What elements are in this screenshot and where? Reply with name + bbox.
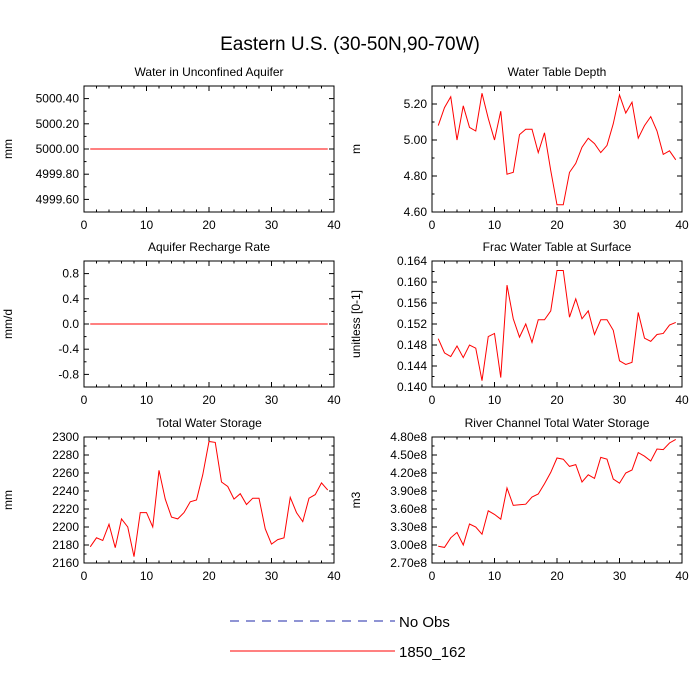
- x-tick-label: 20: [550, 393, 564, 407]
- x-tick-label: 0: [429, 218, 436, 232]
- x-tick-label: 20: [202, 569, 216, 583]
- x-tick-label: 40: [675, 393, 689, 407]
- x-tick-label: 10: [488, 393, 502, 407]
- y-tick-label: 4.50e8: [390, 448, 427, 462]
- y-tick-label: 2.70e8: [390, 556, 427, 570]
- x-tick-label: 0: [81, 218, 88, 232]
- chart-panel-3: Aquifer Recharge Rate 0 10 20 30 40 -0.8 -0.4 0.…: [1, 240, 341, 407]
- x-tick-label: 10: [488, 218, 502, 232]
- y-tick-label: 2280: [52, 448, 79, 462]
- x-tick-label: 20: [202, 393, 216, 407]
- y-tick-label: 3.30e8: [390, 520, 427, 534]
- legend-label-0: No Obs: [399, 614, 450, 631]
- y-tick-label: 5.20: [404, 97, 428, 111]
- x-tick-label: 30: [265, 569, 279, 583]
- panel-title: Frac Water Table at Surface: [483, 240, 632, 254]
- y-tick-label: -0.8: [58, 367, 79, 381]
- y-tick-label: 0.140: [397, 380, 427, 394]
- x-tick-label: 10: [140, 218, 154, 232]
- y-tick-label: 0.4: [62, 292, 79, 306]
- y-tick-label: 2240: [52, 484, 79, 498]
- x-tick-label: 0: [429, 393, 436, 407]
- y-tick-label: -0.4: [58, 342, 79, 356]
- x-tick-label: 40: [327, 569, 341, 583]
- y-tick-label: 2200: [52, 520, 79, 534]
- legend: No Obs 1850_162: [230, 614, 466, 661]
- x-tick-label: 30: [613, 569, 627, 583]
- y-tick-label: 2260: [52, 466, 79, 480]
- series-line-1850_162: [437, 269, 676, 381]
- series-line-1850_162: [89, 440, 329, 557]
- x-tick-label: 20: [550, 218, 564, 232]
- x-tick-label: 40: [675, 218, 689, 232]
- x-tick-label: 10: [140, 393, 154, 407]
- y-tick-label: 4.20e8: [390, 466, 427, 480]
- y-axis-label: m3: [349, 491, 363, 508]
- x-tick-label: 10: [488, 569, 502, 583]
- y-tick-label: 0.152: [397, 317, 427, 331]
- y-tick-label: 5000.20: [36, 117, 80, 131]
- plot-frame: [431, 85, 683, 213]
- x-tick-label: 40: [327, 218, 341, 232]
- chart-panel-4: Frac Water Table at Surface 0 10 20 30 40 0.14…: [349, 240, 689, 407]
- y-axis-label: mm/d: [1, 309, 15, 339]
- y-axis-label: mm: [1, 490, 15, 510]
- chart-panel-6: River Channel Total Water Storage 0 10 20 30…: [349, 416, 689, 583]
- y-tick-label: 4.60: [404, 205, 428, 219]
- y-tick-label: 3.90e8: [390, 484, 427, 498]
- x-tick-label: 20: [202, 218, 216, 232]
- y-tick-label: 2300: [52, 430, 79, 444]
- y-tick-label: 3.00e8: [390, 538, 427, 552]
- y-tick-label: 4.80: [404, 169, 428, 183]
- y-tick-label: 5000.00: [36, 142, 80, 156]
- y-tick-label: 2220: [52, 502, 79, 516]
- y-tick-label: 0.148: [397, 338, 427, 352]
- y-tick-label: 0.164: [397, 254, 427, 268]
- y-tick-label: 0.8: [62, 267, 79, 281]
- chart-panel-5: Total Water Storage 0 10 20 30 40 2160 2180 2200…: [1, 416, 341, 583]
- y-tick-label: 3.60e8: [390, 502, 427, 516]
- plot-frame: [431, 260, 683, 388]
- panel-title: Water in Unconfined Aquifer: [135, 65, 284, 79]
- figure-title: Eastern U.S. (30-50N,90-70W): [220, 34, 480, 55]
- chart-panel-2: Water Table Depth 0 10 20 30 40 4.60 4.80 5.00 5.…: [349, 65, 689, 232]
- plot-frame: [83, 436, 335, 564]
- x-tick-label: 20: [550, 569, 564, 583]
- x-tick-label: 30: [613, 393, 627, 407]
- panel-title: Aquifer Recharge Rate: [148, 240, 270, 254]
- y-tick-label: 2160: [52, 556, 79, 570]
- x-tick-label: 0: [429, 569, 436, 583]
- x-tick-label: 30: [265, 393, 279, 407]
- y-tick-label: 0.160: [397, 275, 427, 289]
- y-tick-label: 0.156: [397, 296, 427, 310]
- chart-panel-1: Water in Unconfined Aquifer 0 10 20 30 40 4999…: [1, 65, 341, 232]
- x-tick-label: 30: [265, 218, 279, 232]
- y-tick-label: 4.80e8: [390, 430, 427, 444]
- panel-title: Water Table Depth: [508, 65, 607, 79]
- x-tick-label: 0: [81, 569, 88, 583]
- panel-title: Total Water Storage: [156, 416, 262, 430]
- x-tick-label: 40: [675, 569, 689, 583]
- y-tick-label: 4999.60: [36, 192, 80, 206]
- legend-label-1: 1850_162: [399, 644, 466, 661]
- y-axis-label: unitless [0-1]: [349, 290, 363, 358]
- y-tick-label: 5000.40: [36, 92, 80, 106]
- y-tick-label: 2180: [52, 538, 79, 552]
- y-tick-label: 5.00: [404, 133, 428, 147]
- x-tick-label: 0: [81, 393, 88, 407]
- series-line-1850_162: [438, 438, 676, 548]
- series-line-1850_162: [437, 93, 677, 206]
- panel-title: River Channel Total Water Storage: [465, 416, 650, 430]
- x-tick-label: 30: [613, 218, 627, 232]
- y-tick-label: 0.144: [397, 359, 427, 373]
- y-tick-label: 4999.80: [36, 167, 80, 181]
- y-axis-label: mm: [1, 139, 15, 159]
- x-tick-label: 10: [140, 569, 154, 583]
- y-axis-label: m: [349, 144, 363, 154]
- y-tick-label: 0.0: [62, 317, 79, 331]
- x-tick-label: 40: [327, 393, 341, 407]
